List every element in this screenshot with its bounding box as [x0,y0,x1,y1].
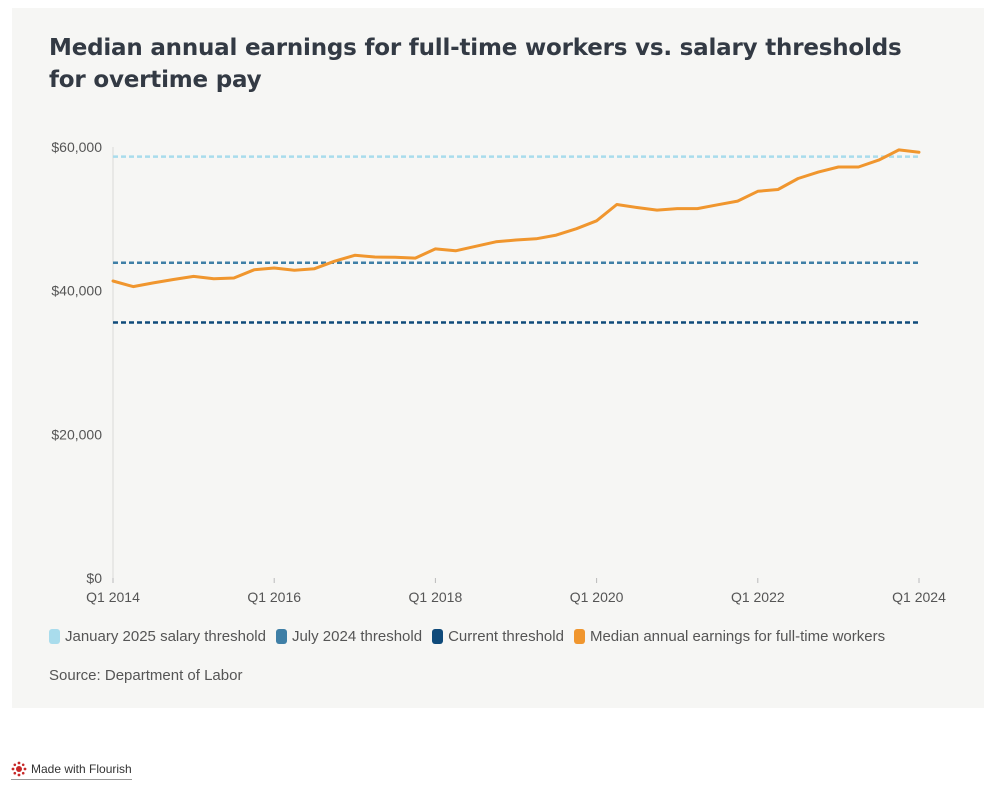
legend-label: Current threshold [448,628,564,645]
y-axis: $0 $20,000 $40,000 $60,000 [51,139,114,586]
x-tick-label: Q1 2018 [409,589,463,605]
legend: January 2025 salary threshold July 2024 t… [49,628,895,645]
legend-item[interactable]: Median annual earnings for full-time wor… [573,628,886,645]
x-tick-label: Q1 2016 [247,589,301,605]
legend-item[interactable]: July 2024 threshold [275,628,423,645]
legend-swatch [49,629,60,644]
legend-label: July 2024 threshold [291,628,423,645]
x-tick-label: Q1 2024 [892,589,946,605]
chart-svg: $0$20,000$40,000$60,000 Q1 2014 Q1 2016 Q1… [51,139,946,605]
flourish-credit[interactable]: Made with Flourish [11,761,132,780]
x-tick-label: Q1 2022 [731,589,785,605]
y-tick-label: $20,000 [51,426,102,442]
legend-swatch [573,629,585,644]
y-tick-label: $40,000 [51,283,102,299]
y-tick-label: $60,000 [51,139,102,155]
threshold-lines [113,155,919,324]
x-tick-label: Q1 2020 [570,589,624,605]
legend-swatch [275,629,287,644]
source-note: Source: Department of Labor [49,667,243,684]
legend-item[interactable]: Current threshold [432,628,564,645]
legend-swatch [432,629,444,644]
series-lines [111,148,921,289]
flourish-logo-icon [11,761,27,777]
earnings-series-line [111,148,921,289]
legend-label: January 2025 salary threshold [65,628,266,645]
legend-label: Median annual earnings for full-time wor… [589,628,886,645]
legend-item[interactable]: January 2025 salary threshold [49,628,266,645]
chart-card: Median annual earnings for full-time wor… [12,8,984,708]
x-axis: Q1 2014 Q1 2016 Q1 2018 Q1 2020 Q1 2022 Q1 20… [86,578,946,605]
y-tick-label: $0 [86,570,102,586]
flourish-credit-label: Made with Flourish [31,762,132,776]
chart-title: Median annual earnings for full-time wor… [49,35,902,93]
x-tick-label: Q1 2014 [86,589,140,605]
